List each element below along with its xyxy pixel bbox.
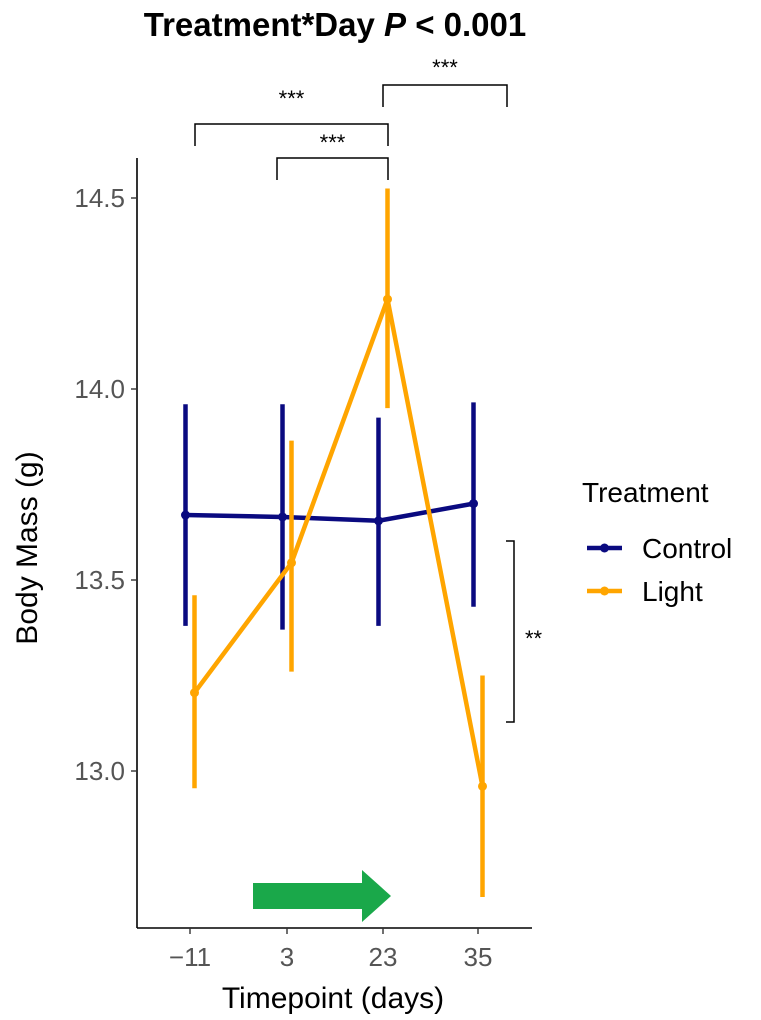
- legend-label: Control: [642, 533, 732, 564]
- y-axis-title: Body Mass (g): [11, 451, 44, 644]
- significance-label: ***: [320, 130, 346, 155]
- significance-bracket: [194, 123, 389, 146]
- x-axis: −11 3 23 35: [137, 927, 532, 972]
- y-tick-label: 14.5: [74, 183, 125, 213]
- legend-key-point: [600, 586, 609, 596]
- data-point: [287, 558, 296, 568]
- data-point: [278, 512, 287, 522]
- x-tick-label: 23: [369, 942, 398, 972]
- x-tick-label: −11: [169, 942, 211, 972]
- x-tick-label: 35: [464, 942, 493, 972]
- significance-bracket: [276, 157, 389, 180]
- significance-label-side: **: [525, 626, 543, 651]
- chart-title: Treatment*Day P < 0.001: [144, 6, 526, 43]
- title-prefix: Treatment*Day: [144, 6, 384, 43]
- series-light: [190, 188, 487, 898]
- significance-bracket: [382, 84, 508, 107]
- data-point: [469, 499, 478, 509]
- data-point: [190, 688, 199, 698]
- y-tick-label: 13.0: [74, 756, 125, 786]
- x-axis-title: Timepoint (days): [222, 982, 444, 1015]
- y-axis: 13.0 13.5 14.0 14.5: [74, 158, 138, 928]
- y-tick-label: 13.5: [74, 565, 125, 595]
- legend-label: Light: [642, 576, 703, 607]
- series-control: [181, 402, 478, 630]
- legend-key-point: [600, 543, 609, 553]
- x-tick-label: 3: [280, 942, 294, 972]
- data-point: [374, 516, 383, 526]
- data-point: [383, 294, 392, 304]
- title-suffix: < 0.001: [406, 6, 526, 43]
- legend: Treatment Control Light: [582, 477, 732, 607]
- data-point: [181, 510, 190, 520]
- significance-label: ***: [432, 55, 458, 80]
- series-line: [185, 501, 474, 524]
- legend-item-control: Control: [587, 533, 732, 564]
- arrow-icon: [253, 870, 391, 922]
- data-point: [478, 781, 487, 791]
- significance-bracket-side: [506, 540, 515, 723]
- series-line: [192, 296, 485, 787]
- title-p: P: [384, 6, 407, 43]
- series-layer: [181, 188, 487, 898]
- significance-annotations: ***********: [194, 55, 543, 922]
- y-tick-label: 14.0: [74, 374, 125, 404]
- legend-title: Treatment: [582, 477, 709, 508]
- legend-item-light: Light: [587, 576, 703, 607]
- significance-label: ***: [279, 86, 305, 111]
